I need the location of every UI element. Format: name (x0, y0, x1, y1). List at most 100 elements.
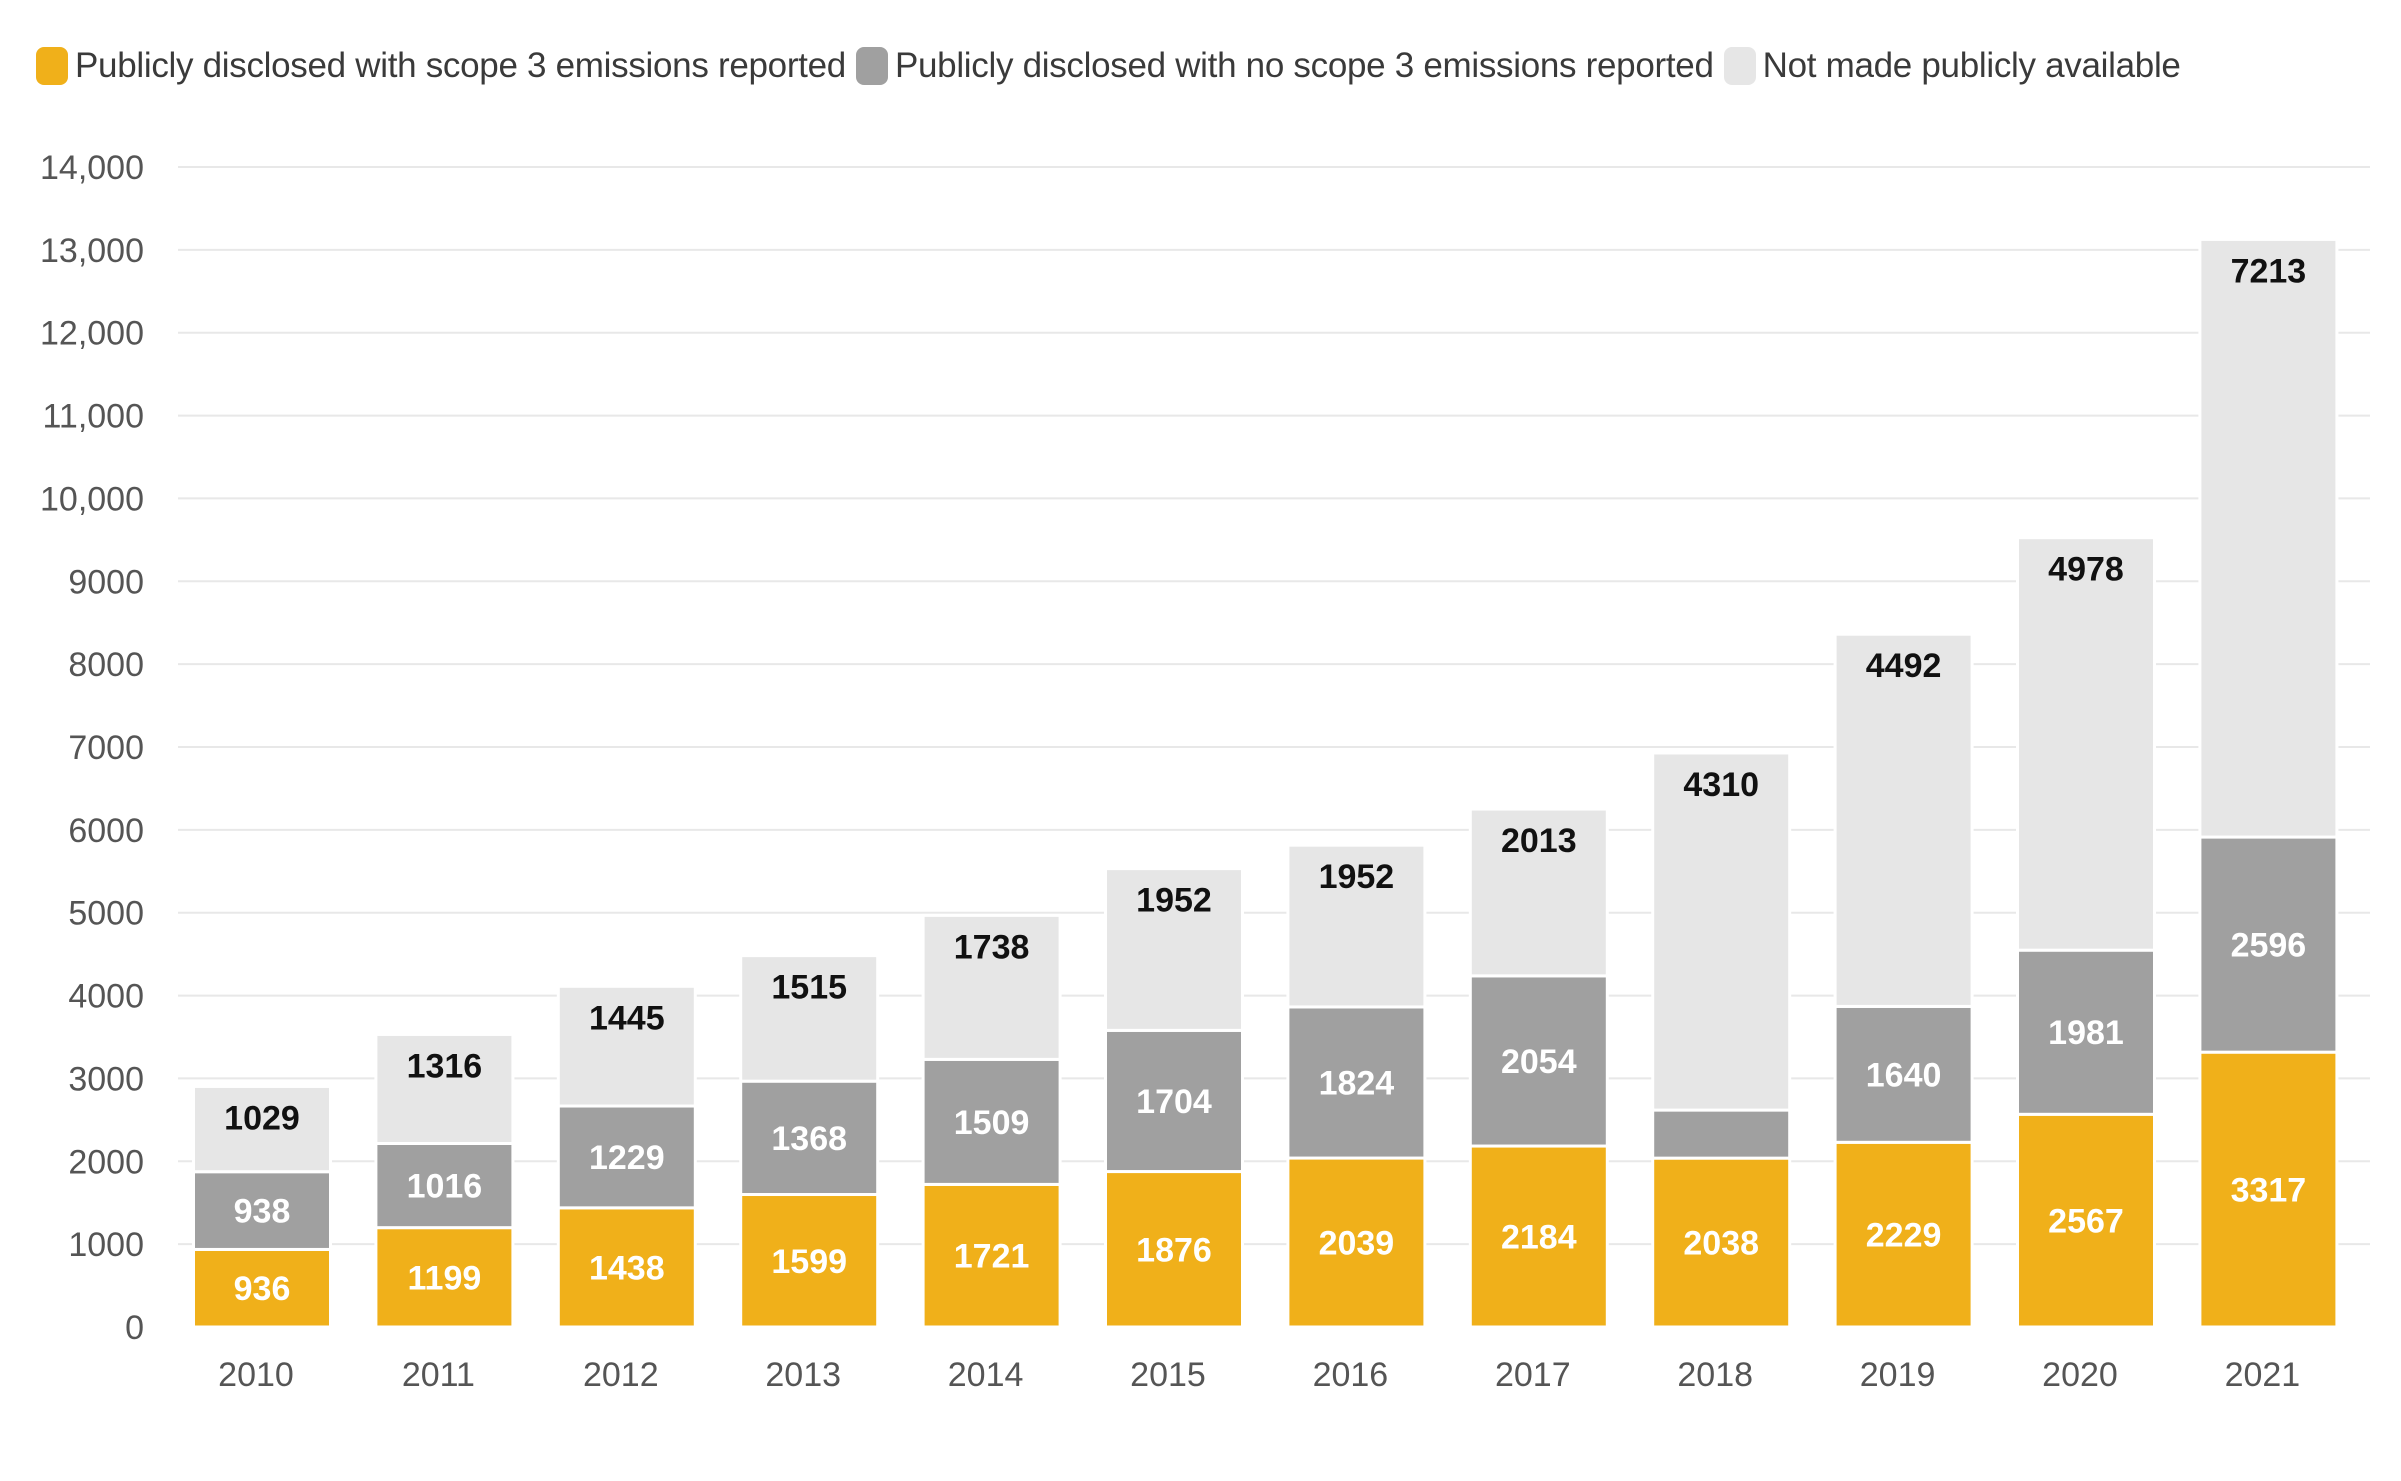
data-label-not-public: 1952 (1319, 858, 1395, 896)
bar-segment-scope3 (1468, 1144, 1609, 1329)
y-axis-tick-labels: 0 1000 2000 3000 4000 5000 6000 7000 8000 9000 10,… (40, 149, 144, 1347)
y-tick-label: 5000 (68, 895, 144, 933)
bar-segment-scope3 (192, 1247, 332, 1329)
bar-segment-scope3 (556, 1206, 697, 1329)
chart-legend: Publicly disclosed with scope 3 emission… (36, 42, 2191, 90)
data-label-no-scope3: 2054 (1501, 1043, 1577, 1081)
bar-segment-no-scope3 (556, 1104, 697, 1210)
legend-label-scope3: Publicly disclosed with scope 3 emission… (75, 46, 846, 85)
y-tick-label: 14,000 (40, 149, 144, 187)
bar-segment-scope3 (921, 1182, 1062, 1329)
legend-item-no-scope3: Publicly disclosed with no scope 3 emiss… (855, 46, 1714, 86)
data-label-not-public: 1515 (771, 969, 847, 1007)
data-label-scope3: 3317 (2231, 1172, 2307, 1210)
data-label-no-scope3: 1229 (589, 1139, 665, 1177)
data-label-not-public: 7213 (2231, 252, 2307, 290)
data-label-not-public: 1316 (407, 1047, 483, 1085)
bar-segment-not-public (1104, 867, 1244, 1032)
data-label-no-scope3: 1509 (954, 1104, 1030, 1142)
data-label-scope3: 1876 (1136, 1231, 1212, 1269)
x-tick-label: 2018 (1677, 1356, 1753, 1394)
legend-swatch-not-public (1723, 47, 1756, 85)
data-label-scope3: 936 (234, 1270, 291, 1308)
data-label-scope3: 2038 (1683, 1225, 1759, 1263)
data-label-not-public: 1738 (954, 928, 1030, 966)
legend-swatch-no-scope3 (855, 47, 888, 85)
data-label-no-scope3: 1824 (1319, 1064, 1395, 1102)
x-tick-label: 2014 (948, 1356, 1024, 1394)
y-tick-label: 0 (125, 1309, 144, 1347)
data-label-scope3: 1599 (771, 1243, 847, 1281)
data-label-scope3: 2229 (1866, 1217, 1942, 1255)
legend-swatch-scope3 (36, 47, 68, 85)
y-tick-label: 12,000 (40, 315, 144, 353)
bar-segment-not-public (1651, 751, 1792, 1112)
bar-segment-no-scope3 (192, 1170, 332, 1251)
data-label-not-public: 2013 (1501, 822, 1577, 860)
data-label-no-scope3: 938 (234, 1193, 291, 1231)
x-tick-label: 2013 (765, 1356, 841, 1394)
bar-segment-not-public (921, 913, 1062, 1061)
y-tick-label: 11,000 (43, 398, 144, 436)
y-tick-label: 4000 (68, 978, 144, 1016)
bar-segment-no-scope3 (1651, 1108, 1792, 1160)
x-tick-label: 2021 (2225, 1356, 2301, 1394)
bar-segment-no-scope3 (1286, 1005, 1427, 1160)
y-tick-label: 2000 (68, 1143, 144, 1181)
data-label-no-scope3: 1704 (1136, 1083, 1212, 1121)
y-tick-label: 3000 (68, 1060, 144, 1098)
bar-segment-no-scope3 (2198, 835, 2339, 1054)
bar-segment-not-public (192, 1084, 332, 1174)
data-label-no-scope3: 1981 (2048, 1014, 2124, 1052)
y-tick-label: 9000 (68, 563, 144, 601)
x-tick-label: 2017 (1495, 1356, 1571, 1394)
bar-segment-not-public (556, 984, 697, 1108)
bar-segment-scope3 (374, 1226, 515, 1329)
bar-segment-scope3 (1651, 1156, 1792, 1329)
data-label-no-scope3: 1368 (771, 1120, 847, 1158)
bar-segment-no-scope3 (1104, 1028, 1244, 1174)
bar-segment-not-public (2198, 237, 2339, 839)
bar-segment-not-public (1833, 632, 1974, 1008)
bar-segment-no-scope3 (2016, 948, 2156, 1116)
bar-segment-not-public (1468, 807, 1609, 978)
bar-segment-no-scope3 (374, 1141, 515, 1230)
data-label-not-public: 1952 (1136, 882, 1212, 920)
data-label-no-scope3: 1640 (1866, 1056, 1942, 1094)
data-label-not-public: 4492 (1866, 647, 1942, 685)
y-tick-label: 10,000 (40, 480, 144, 518)
data-label-scope3: 1721 (954, 1238, 1030, 1276)
bar-segment-scope3 (2016, 1112, 2156, 1329)
legend-item-not-public: Not made publicly available (1723, 46, 2181, 86)
bar-segment-not-public (2016, 536, 2156, 952)
x-tick-label: 2015 (1130, 1356, 1206, 1394)
data-label-scope3: 2567 (2048, 1203, 2124, 1241)
y-gridlines (178, 166, 2370, 1246)
data-label-no-scope3: 2596 (2231, 927, 2307, 965)
bar-segment-no-scope3 (921, 1057, 1062, 1186)
data-label-scope3: 1199 (408, 1259, 482, 1297)
y-tick-label: 7000 (68, 729, 144, 767)
x-tick-label: 2020 (2042, 1356, 2118, 1394)
bar-segment-not-public (739, 954, 880, 1083)
bar-segment-scope3 (1104, 1170, 1244, 1329)
bars (192, 237, 2339, 1329)
y-tick-label: 1000 (68, 1226, 144, 1264)
bar-segment-not-public (374, 1032, 515, 1145)
x-tick-label: 2016 (1313, 1356, 1389, 1394)
data-label-no-scope3: 1016 (407, 1168, 483, 1206)
x-tick-label: 2012 (583, 1356, 659, 1394)
x-tick-label: 2011 (402, 1356, 475, 1394)
data-label-not-public: 4978 (2048, 551, 2124, 589)
data-label-scope3: 1438 (589, 1249, 665, 1287)
bar-segment-scope3 (739, 1193, 880, 1329)
x-tick-label: 2010 (218, 1356, 294, 1394)
bar-segment-no-scope3 (1468, 974, 1609, 1148)
data-label-scope3: 2184 (1501, 1219, 1577, 1257)
data-label-not-public: 4310 (1683, 766, 1759, 804)
x-tick-label: 2019 (1860, 1356, 1936, 1394)
data-labels: 936 938 1029 2010 1199 1016 1316 2011 1438 1229 14… (218, 252, 2306, 1394)
y-tick-label: 13,000 (40, 232, 144, 270)
legend-label-not-public: Not made publicly available (1762, 46, 2181, 85)
